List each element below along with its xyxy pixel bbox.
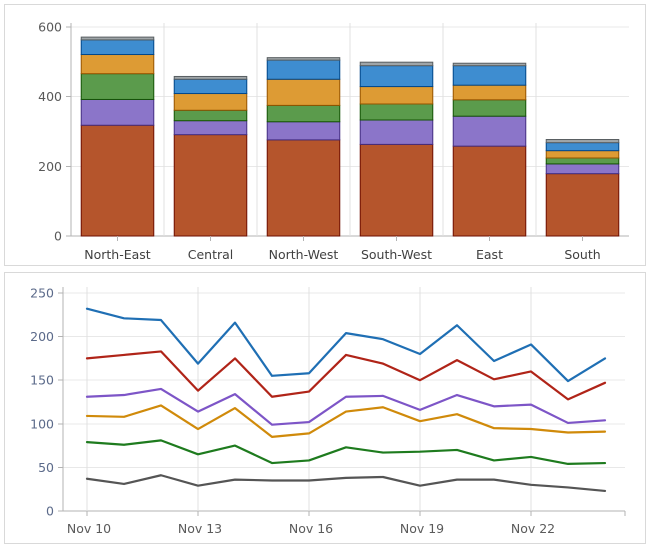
- line-y-axis-label: 200: [30, 329, 54, 344]
- bar-segment[interactable]: [452, 99, 527, 117]
- bar-segment[interactable]: [545, 139, 620, 144]
- line-series[interactable]: [85, 404, 607, 438]
- bar-stack[interactable]: [266, 57, 341, 237]
- bar-category-label: East: [476, 247, 503, 262]
- bar-segment[interactable]: [359, 86, 434, 105]
- bar-segment[interactable]: [266, 104, 341, 123]
- bar-segment[interactable]: [359, 143, 434, 237]
- bar-segment[interactable]: [359, 61, 434, 67]
- bar-segment[interactable]: [266, 57, 341, 61]
- bar-y-axis-label: 0: [54, 229, 62, 244]
- stacked-bar-chart: 0 200 400 600 North-East Central North-West Sou…: [38, 20, 629, 262]
- line-x-axis-label: Nov 22: [511, 521, 555, 536]
- line-series[interactable]: [85, 350, 607, 401]
- bar-stack[interactable]: [173, 75, 248, 237]
- bar-segment[interactable]: [452, 145, 527, 237]
- bar-segment[interactable]: [173, 134, 248, 237]
- bar-segment[interactable]: [545, 157, 620, 165]
- multi-series-line-chart: 0 50 100 150 200 250 Nov 10 Nov 13 Nov 16 Nov 19 N…: [30, 286, 626, 536]
- line-y-axis-label: 250: [30, 286, 54, 301]
- bar-segment[interactable]: [173, 75, 248, 80]
- bar-segment[interactable]: [452, 115, 527, 147]
- bar-segment[interactable]: [266, 78, 341, 106]
- bar-stack[interactable]: [452, 62, 527, 237]
- line-y-axis-label: 150: [30, 373, 54, 388]
- bar-segment[interactable]: [173, 93, 248, 111]
- bar-segment[interactable]: [545, 150, 620, 159]
- bar-segment[interactable]: [173, 78, 248, 95]
- bar-segment[interactable]: [266, 59, 341, 80]
- bar-category-label: Central: [188, 247, 234, 262]
- bar-segment[interactable]: [545, 163, 620, 175]
- line-series[interactable]: [85, 474, 607, 493]
- line-chart-panel: 0 50 100 150 200 250 Nov 10 Nov 13 Nov 16 Nov 19 N…: [4, 272, 646, 544]
- bar-segment[interactable]: [452, 62, 527, 67]
- line-x-axis-label: Nov 16: [289, 521, 333, 536]
- line-y-axis-label: 50: [38, 460, 54, 475]
- line-x-axis-label: Nov 19: [400, 521, 444, 536]
- bar-category-label: South: [564, 247, 600, 262]
- bar-segment[interactable]: [359, 65, 434, 88]
- bar-segment[interactable]: [452, 84, 527, 101]
- bar-category-label: North-East: [84, 247, 151, 262]
- bar-segment[interactable]: [80, 98, 155, 126]
- bar-segment[interactable]: [359, 119, 434, 145]
- bar-y-axis-label: 400: [38, 89, 62, 104]
- bar-stack[interactable]: [80, 36, 155, 237]
- bar-stack[interactable]: [545, 139, 620, 237]
- bar-segment[interactable]: [80, 39, 155, 56]
- bar-segment[interactable]: [80, 124, 155, 237]
- bar-segment[interactable]: [80, 73, 155, 100]
- bar-segment[interactable]: [266, 139, 341, 237]
- bar-segment[interactable]: [173, 109, 248, 122]
- bar-y-axis-label: 200: [38, 159, 62, 174]
- bar-segment[interactable]: [452, 65, 527, 86]
- line-series[interactable]: [85, 387, 607, 426]
- line-x-axis-label: Nov 10: [67, 521, 111, 536]
- line-y-axis-label: 0: [46, 504, 54, 519]
- line-y-axis-label: 100: [30, 416, 54, 431]
- bar-segment[interactable]: [266, 121, 341, 141]
- bar-category-label: South-West: [361, 247, 432, 262]
- bar-segment[interactable]: [545, 173, 620, 237]
- bar-segment[interactable]: [173, 120, 248, 136]
- stacked-bar-chart-panel: 0 200 400 600 North-East Central North-West Sou…: [4, 4, 646, 266]
- line-series[interactable]: [85, 439, 607, 466]
- bar-segment[interactable]: [80, 36, 155, 41]
- bar-y-axis-label: 600: [38, 20, 62, 35]
- bar-category-label: North-West: [269, 247, 339, 262]
- bar-segment[interactable]: [80, 54, 155, 75]
- bar-segment[interactable]: [359, 103, 434, 121]
- line-series[interactable]: [85, 307, 607, 383]
- bar-stack[interactable]: [359, 61, 434, 237]
- bar-segment[interactable]: [545, 142, 620, 152]
- line-x-axis-label: Nov 13: [178, 521, 222, 536]
